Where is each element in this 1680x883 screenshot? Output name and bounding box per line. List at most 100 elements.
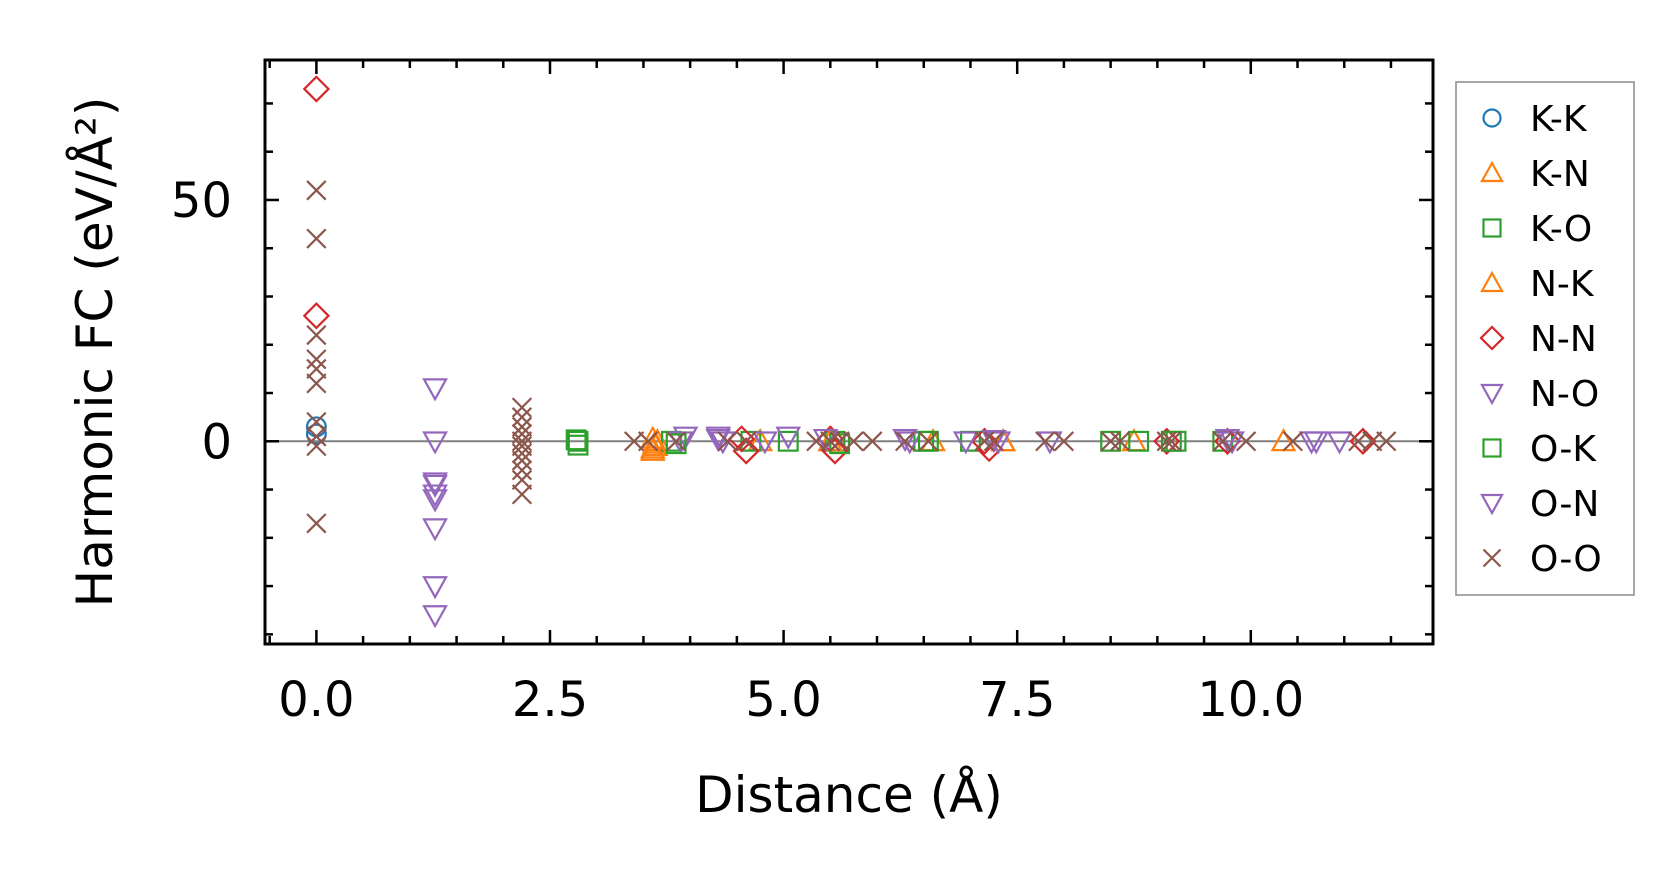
- point-n-o: [422, 431, 448, 455]
- point-o-o: [736, 431, 757, 452]
- tick-labels: 0.0 2.5 5.0 7.5 10.0 0 50: [171, 173, 1304, 728]
- point-o-o: [306, 358, 327, 380]
- legend-marker-k-n: [1480, 160, 1504, 183]
- x-tick-label: 10.0: [1197, 672, 1304, 728]
- point-o-o: [511, 460, 533, 481]
- point-n-n: [732, 437, 760, 465]
- point-n-o: [422, 489, 448, 513]
- point-o-o: [1282, 431, 1303, 452]
- point-o-o: [1053, 431, 1075, 452]
- point-o-o: [918, 431, 939, 452]
- point-o-o: [306, 513, 327, 534]
- y-tick-label: 0: [201, 414, 232, 470]
- point-o-o: [1156, 431, 1177, 452]
- point-o-o: [306, 324, 327, 346]
- legend-items: K-K K-N K-O N-K N-N N-O O-K O-N O-O: [1479, 99, 1602, 580]
- point-o-o: [983, 431, 1004, 452]
- point-k-k: [305, 423, 327, 445]
- point-n-n: [970, 427, 999, 455]
- legend-label-o-o: O-O: [1530, 539, 1602, 580]
- point-n-o: [752, 431, 778, 455]
- x-tick-label: 0.0: [278, 672, 354, 728]
- point-o-o: [306, 411, 327, 433]
- point-o-k: [1160, 430, 1182, 452]
- point-o-k: [665, 433, 687, 455]
- point-o-o: [511, 450, 533, 471]
- point-n-o: [422, 378, 448, 402]
- point-o-n: [892, 428, 918, 453]
- x-axis-label: Distance (Å): [695, 766, 1003, 824]
- point-o-o: [511, 407, 533, 428]
- legend-marker-o-n: [1480, 493, 1504, 516]
- point-o-n: [422, 472, 448, 496]
- point-o-o: [511, 469, 533, 491]
- axis-ticks: [265, 60, 1433, 644]
- point-o-o: [1212, 431, 1233, 452]
- point-o-o: [862, 431, 883, 452]
- legend-marker-o-o: [1482, 548, 1502, 568]
- point-n-o: [775, 426, 802, 450]
- y-axis-label: Harmonic FC (eV/Å²): [66, 97, 124, 608]
- point-o-o: [820, 431, 841, 452]
- point-o-n: [1303, 431, 1330, 455]
- legend-marker-k-k: [1482, 108, 1502, 128]
- point-k-o: [740, 430, 762, 452]
- point-o-o: [306, 228, 327, 249]
- point-k-o: [777, 430, 799, 452]
- point-o-o: [637, 431, 659, 452]
- legend-box: [1455, 81, 1635, 596]
- point-o-o: [717, 431, 738, 452]
- point-o-o: [1376, 431, 1397, 452]
- point-o-o: [306, 373, 327, 394]
- legend-label-o-k: O-K: [1530, 429, 1597, 470]
- point-o-o: [1161, 431, 1182, 452]
- point-o-o: [1035, 431, 1056, 452]
- x-tick-label: 7.5: [979, 672, 1055, 728]
- point-n-o: [422, 484, 448, 508]
- point-k-o: [1128, 430, 1150, 452]
- point-o-o: [511, 484, 533, 505]
- legend-label-k-n: K-N: [1530, 154, 1590, 195]
- point-k-o: [567, 434, 589, 456]
- point-o-o: [511, 416, 533, 437]
- legend-marker-n-o: [1480, 383, 1504, 406]
- point-o-o: [666, 431, 687, 452]
- point-o-o: [306, 426, 327, 447]
- point-o-k: [565, 429, 587, 451]
- point-o-o: [843, 431, 864, 452]
- point-o-o: [511, 435, 533, 457]
- y-tick-label: 50: [171, 173, 232, 229]
- point-o-n: [980, 429, 1007, 454]
- x-tick-label: 2.5: [512, 672, 588, 728]
- point-n-k: [642, 432, 669, 457]
- legend-label-n-o: N-O: [1530, 374, 1599, 415]
- legend: K-K K-N K-O N-K N-N N-O O-K O-N O-O: [1455, 81, 1635, 596]
- point-o-o: [1235, 431, 1257, 452]
- point-n-n: [302, 75, 331, 103]
- point-o-o: [306, 349, 327, 370]
- point-o-o: [511, 397, 533, 418]
- point-o-o: [974, 431, 995, 452]
- legend-label-k-o: K-O: [1530, 209, 1592, 250]
- legend-label-o-n: O-N: [1530, 484, 1599, 525]
- legend-label-k-k: K-K: [1530, 99, 1588, 140]
- point-n-o: [422, 605, 448, 629]
- plot-frame: [263, 58, 1435, 646]
- point-o-o: [1100, 431, 1121, 452]
- legend-marker-o-k: [1482, 438, 1502, 458]
- data-marks: [302, 75, 1397, 629]
- point-n-o: [422, 518, 448, 542]
- point-o-o: [894, 431, 916, 452]
- x-tick-label: 5.0: [745, 672, 821, 728]
- point-n-n: [302, 302, 331, 330]
- point-n-o: [1326, 431, 1353, 455]
- point-o-o: [306, 180, 327, 201]
- point-o-k: [917, 430, 939, 452]
- point-o-n: [705, 428, 732, 453]
- point-o-o: [511, 443, 533, 464]
- legend-marker-n-n: [1479, 325, 1505, 351]
- legend-label-n-n: N-N: [1530, 319, 1597, 360]
- point-o-o: [306, 435, 327, 457]
- legend-label-n-k: N-K: [1530, 264, 1595, 305]
